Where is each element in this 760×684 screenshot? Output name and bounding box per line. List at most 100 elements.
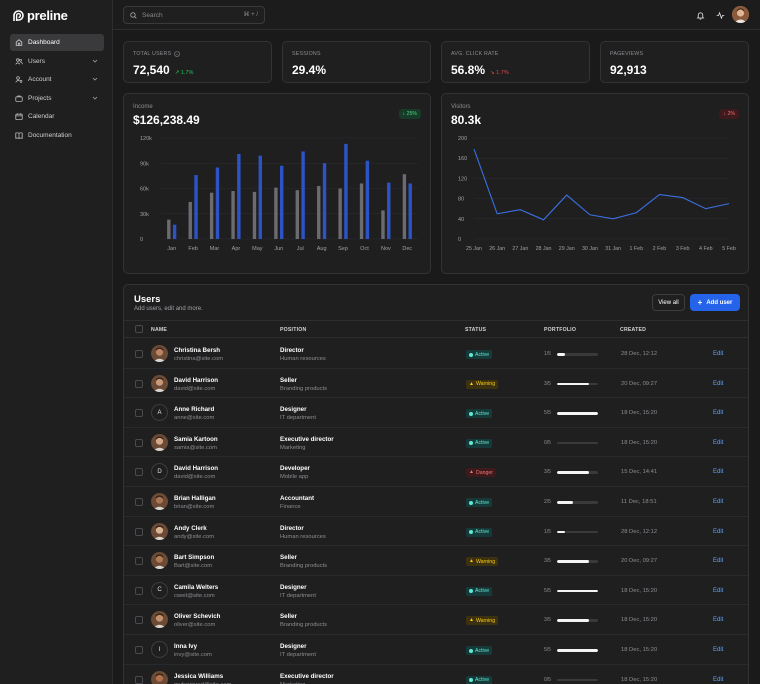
sidebar-item-account[interactable]: Account	[10, 71, 104, 88]
user-department: Branding products	[280, 563, 328, 570]
bell-icon[interactable]	[696, 11, 705, 20]
activity-icon[interactable]	[716, 11, 725, 20]
bar-blue-dec[interactable]	[408, 183, 412, 239]
bar-gray-jun[interactable]	[274, 187, 278, 239]
bar-blue-oct[interactable]	[365, 160, 370, 239]
chevron-down-icon[interactable]	[92, 58, 98, 64]
edit-link[interactable]: Edit	[713, 587, 724, 594]
bar-blue-feb[interactable]	[194, 175, 198, 239]
bar-blue-aug[interactable]	[322, 163, 327, 239]
row-checkbox[interactable]	[135, 557, 143, 566]
sidebar-item-dashboard[interactable]: Dashboard	[10, 34, 104, 51]
table-row[interactable]: David Harrison david@site.com Seller Bra…	[124, 369, 748, 399]
edit-link[interactable]: Edit	[713, 410, 724, 417]
edit-link[interactable]: Edit	[713, 351, 724, 357]
row-checkbox[interactable]	[135, 527, 143, 536]
bar-gray-oct[interactable]	[359, 183, 364, 239]
sidebar-item-documentation[interactable]: Documentation	[10, 127, 104, 144]
portfolio-progress-fill	[557, 353, 566, 356]
row-checkbox[interactable]	[135, 438, 143, 447]
bar-gray-nov[interactable]	[381, 210, 385, 239]
edit-link[interactable]: Edit	[713, 499, 724, 505]
brand-logo[interactable]: preline	[13, 8, 68, 23]
user-position: Seller	[280, 554, 297, 562]
row-checkbox[interactable]	[135, 586, 143, 595]
view-all-button[interactable]: View all	[652, 294, 685, 311]
row-checkbox[interactable]	[135, 646, 143, 654]
edit-link[interactable]: Edit	[713, 439, 724, 446]
check-circle-icon	[469, 530, 473, 535]
bar-gray-apr[interactable]	[231, 191, 235, 239]
table-row[interactable]: I Inna Ivy invy@site.com Designer IT dep…	[124, 635, 748, 665]
user-email: samia@site.com	[174, 444, 217, 451]
table-row[interactable]: Christina Bersh christina@site.com Direc…	[124, 339, 748, 369]
table-row[interactable]: C Camila Welters cweit@site.com Designer…	[124, 576, 748, 606]
bar-gray-sep[interactable]	[338, 188, 342, 240]
chevron-down-icon[interactable]	[92, 76, 98, 82]
col-status[interactable]: STATUS	[465, 327, 487, 333]
row-checkbox[interactable]	[135, 498, 143, 506]
table-row[interactable]: D David Harrison david@site.com Develope…	[124, 457, 748, 487]
chevron-down-icon[interactable]	[92, 95, 98, 101]
edit-link[interactable]: Edit	[713, 647, 724, 653]
bar-gray-may[interactable]	[252, 191, 257, 239]
bar-blue-mar[interactable]	[215, 167, 220, 239]
table-row[interactable]: Samia Kartoon samia@site.com Executive d…	[124, 428, 748, 458]
user-avatar[interactable]	[732, 6, 749, 23]
col-name[interactable]: NAME	[151, 327, 168, 333]
bar-blue-nov[interactable]	[387, 182, 391, 239]
table-row[interactable]: Oliver Schevich oliver@site.com Seller B…	[124, 605, 748, 635]
y-tick-label: 120k	[140, 136, 152, 142]
table-row[interactable]: Brian Halligan brian@site.com Accountant…	[124, 487, 748, 517]
visitors-series-line[interactable]	[473, 148, 730, 221]
row-checkbox[interactable]	[135, 409, 143, 418]
col-portfolio[interactable]: PORTFOLIO	[544, 327, 577, 333]
table-row[interactable]: Bart Simpson Bart@site.com Seller Brandi…	[124, 546, 748, 576]
bar-gray-mar[interactable]	[209, 192, 214, 239]
row-checkbox[interactable]	[135, 379, 143, 388]
bar-gray-dec[interactable]	[402, 174, 407, 239]
edit-link[interactable]: Edit	[713, 528, 724, 535]
sidebar-item-label: Projects	[28, 94, 52, 102]
avatar	[151, 552, 168, 570]
check-circle-icon	[469, 648, 473, 653]
edit-link[interactable]: Edit	[713, 558, 724, 565]
portfolio-progress	[557, 619, 598, 622]
col-created[interactable]: CREATED	[620, 327, 647, 333]
row-checkbox[interactable]	[135, 616, 143, 625]
edit-link[interactable]: Edit	[713, 380, 724, 387]
info-icon[interactable]	[174, 51, 181, 57]
row-checkbox[interactable]	[135, 350, 143, 358]
table-row[interactable]: Jessica Williams myhairisred@site.com Ex…	[124, 665, 748, 684]
sidebar-item-calendar[interactable]: Calendar	[10, 108, 104, 125]
table-row[interactable]: A Anne Richard anne@site.com Designer IT…	[124, 398, 748, 428]
bar-blue-may[interactable]	[258, 155, 262, 239]
y-tick-label: 30k	[140, 212, 149, 218]
add-user-button[interactable]: + Add user	[690, 294, 740, 311]
search-input[interactable]: Search ⌘ + /	[123, 6, 265, 24]
table-row[interactable]: Andy Clerk andy@site.com Director Human …	[124, 517, 748, 547]
edit-link[interactable]: Edit	[713, 617, 724, 624]
bar-blue-sep[interactable]	[344, 143, 348, 239]
stat-value-text: 72,540	[133, 63, 170, 77]
edit-link[interactable]: Edit	[713, 469, 724, 476]
row-checkbox[interactable]	[135, 675, 143, 684]
portfolio-progress	[557, 560, 598, 563]
sidebar-item-projects[interactable]: Projects	[10, 90, 104, 107]
bar-blue-jun[interactable]	[279, 165, 284, 239]
row-checkbox[interactable]	[135, 468, 143, 477]
bar-blue-jan[interactable]	[172, 224, 177, 239]
user-position: Seller	[280, 613, 297, 621]
col-position[interactable]: POSITION	[280, 327, 307, 333]
bar-gray-jul[interactable]	[295, 190, 300, 239]
bar-blue-jul[interactable]	[301, 151, 305, 239]
bar-gray-feb[interactable]	[188, 201, 192, 239]
bar-gray-jan[interactable]	[167, 219, 171, 239]
book-icon	[15, 131, 23, 139]
sidebar-item-users[interactable]: Users	[10, 53, 104, 70]
select-all-checkbox[interactable]	[135, 325, 143, 333]
table-header: NAME POSITION STATUS PORTFOLIO CREATED	[124, 320, 748, 338]
bar-blue-apr[interactable]	[237, 153, 241, 239]
bar-gray-aug[interactable]	[317, 185, 321, 239]
edit-link[interactable]: Edit	[713, 676, 724, 683]
